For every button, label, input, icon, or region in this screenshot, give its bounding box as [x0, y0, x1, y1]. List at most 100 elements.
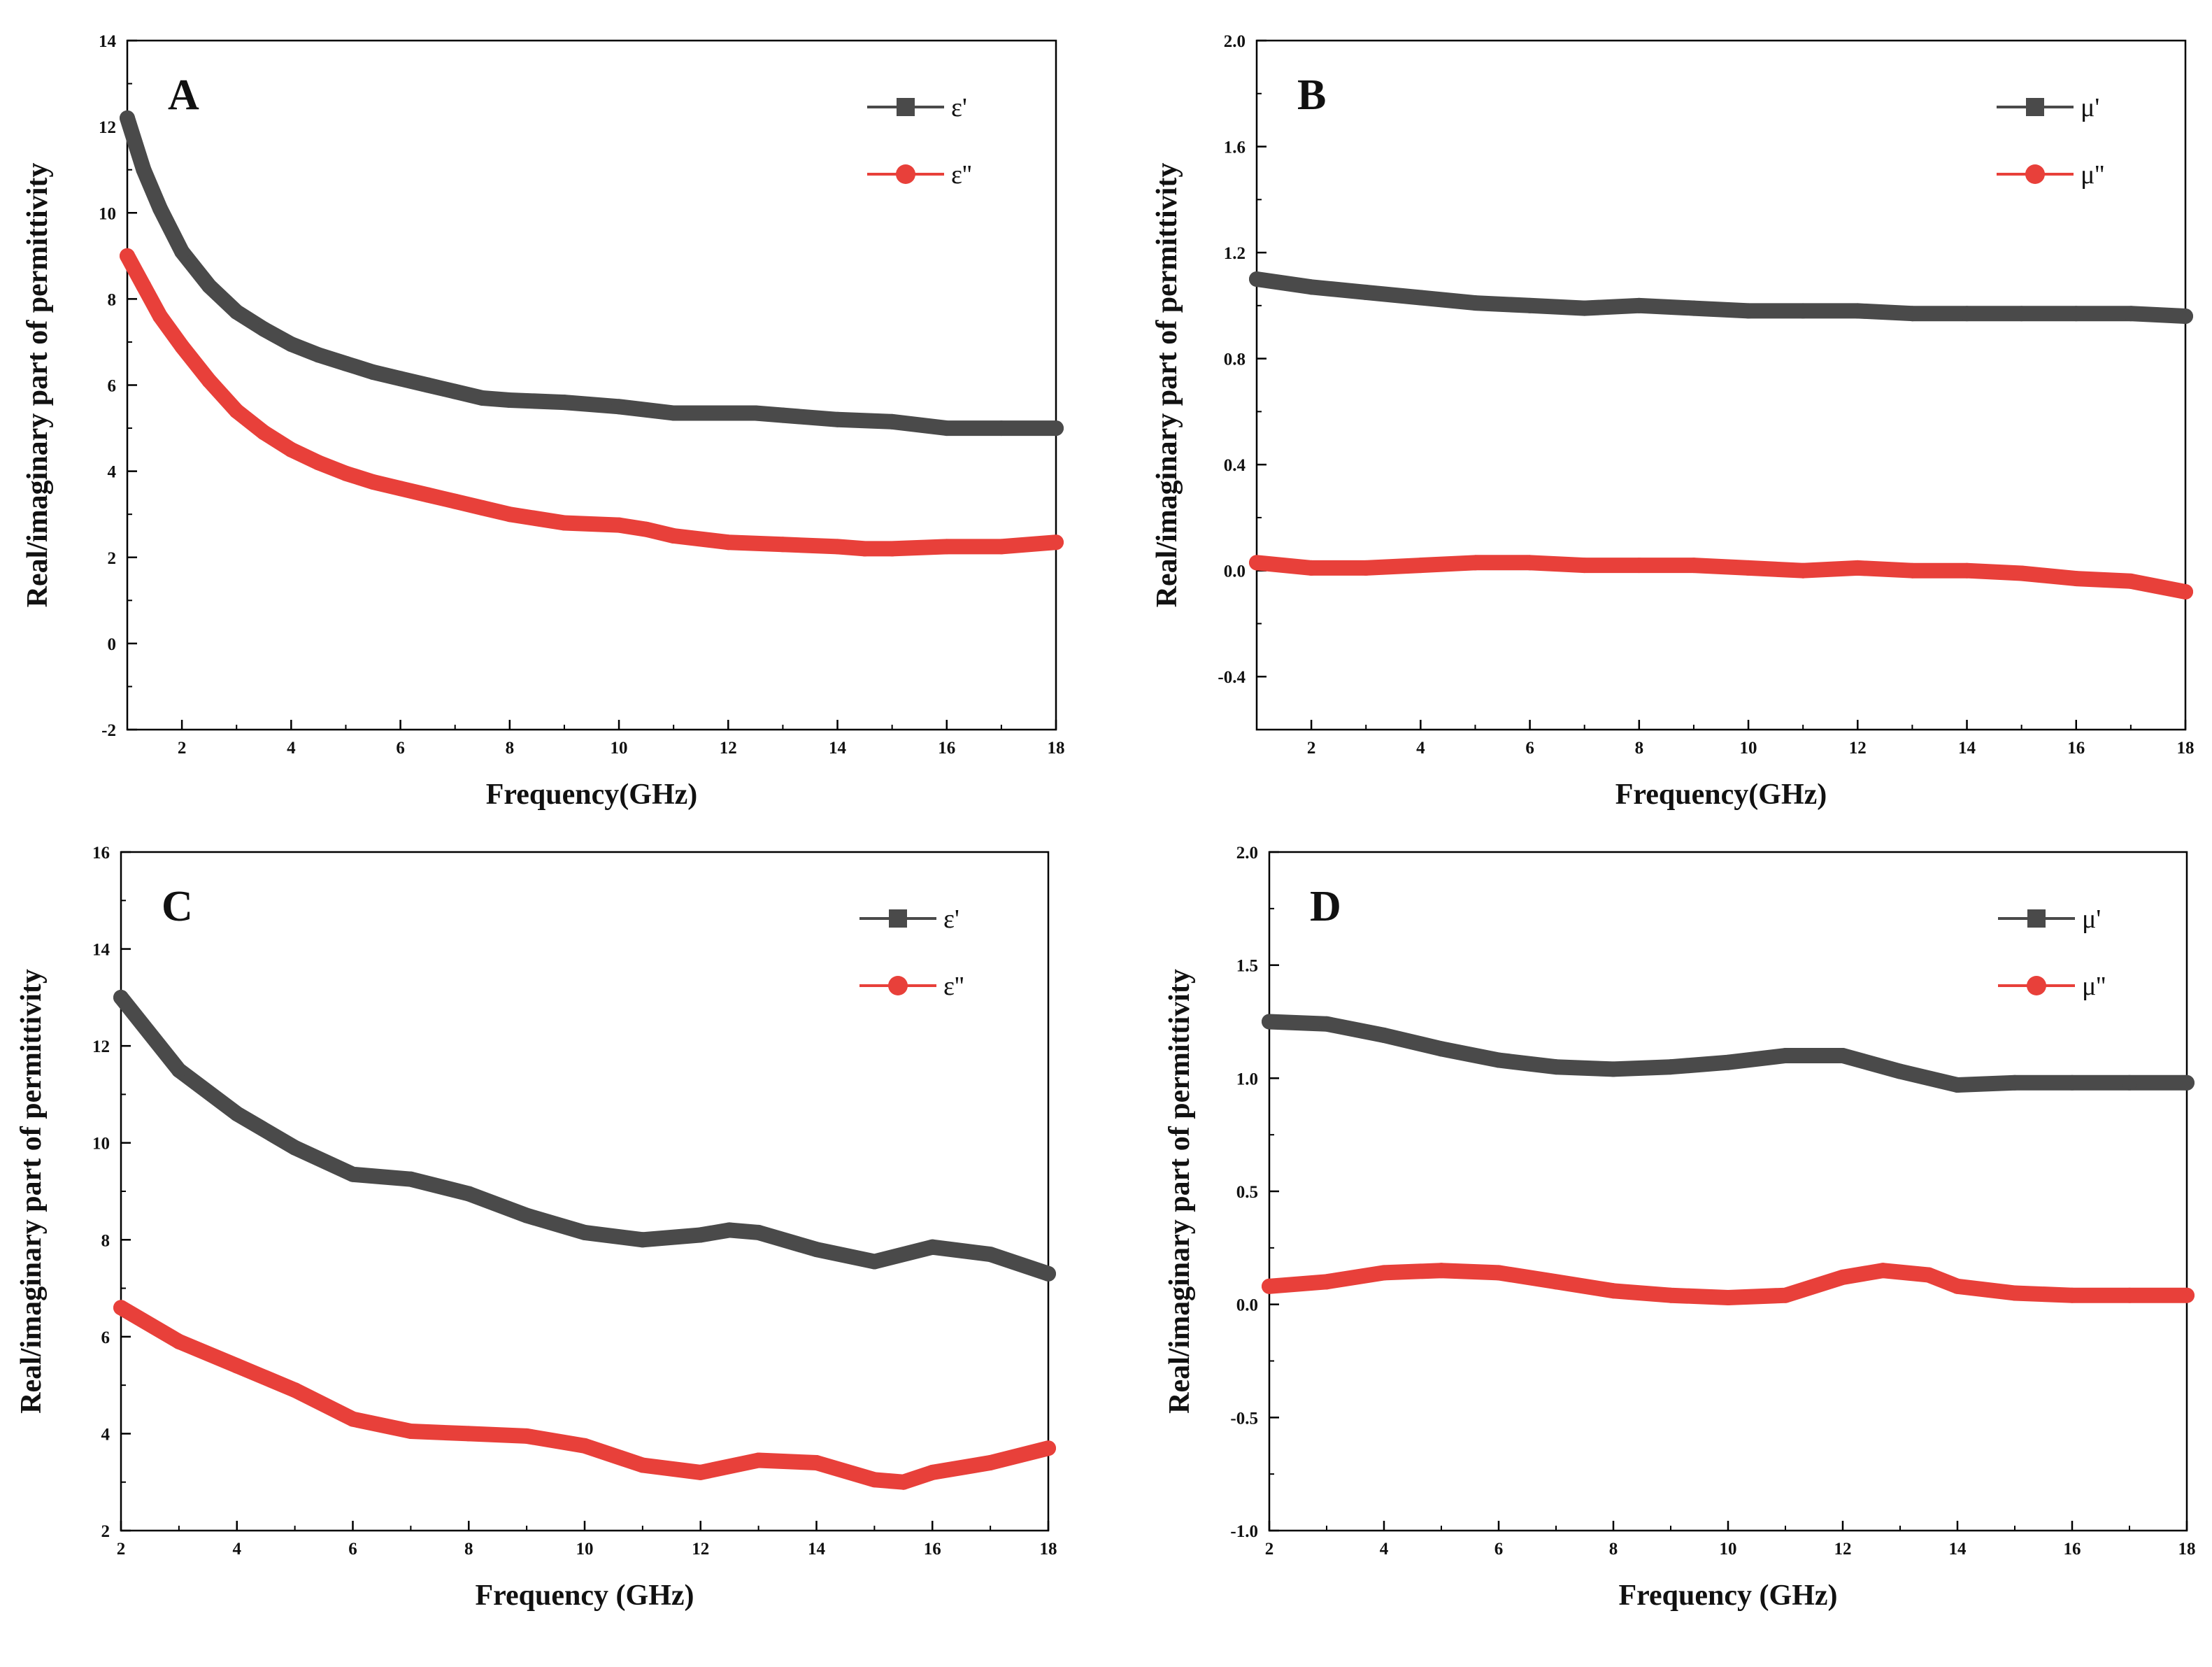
data-point — [577, 1438, 592, 1454]
x-tick-label: 4 — [1416, 739, 1425, 758]
data-point — [983, 1247, 999, 1263]
legend-label: μ'' — [2081, 160, 2104, 190]
data-point — [1576, 300, 1592, 316]
data-point — [1904, 306, 1920, 322]
data-point — [1950, 1278, 1965, 1294]
data-point — [1606, 1283, 1621, 1299]
x-tick-label: 14 — [1958, 739, 1976, 758]
y-tick-label: 8 — [108, 290, 117, 309]
data-point — [1304, 279, 1320, 295]
y-tick-label: 0.4 — [1224, 456, 1246, 475]
y-tick-label: -0.4 — [1218, 668, 1246, 687]
data-point — [171, 1062, 187, 1078]
data-point — [666, 527, 682, 544]
data-point — [1921, 1267, 1936, 1283]
data-point — [311, 455, 327, 471]
data-point — [1950, 1077, 1965, 1093]
data-point — [638, 521, 655, 537]
data-point — [1491, 1052, 1506, 1068]
data-point — [722, 1222, 738, 1238]
y-tick-label: 14 — [99, 32, 117, 51]
data-point — [1685, 300, 1701, 316]
x-axis-title: Frequency (GHz) — [1619, 1580, 1838, 1612]
x-tick-label: 18 — [2178, 1540, 2196, 1559]
data-point — [577, 1224, 592, 1240]
series-line-0 — [1249, 271, 2193, 324]
data-point — [1262, 1014, 1277, 1030]
data-point — [692, 1464, 708, 1480]
data-point — [1413, 290, 1429, 306]
data-point — [1795, 562, 1811, 579]
y-tick-label: 1.2 — [1224, 244, 1246, 263]
x-tick-label: 18 — [1040, 1540, 1057, 1559]
legend-label: μ' — [2081, 93, 2099, 122]
data-point — [201, 278, 217, 294]
data-point — [171, 1333, 187, 1349]
series-line-0 — [1262, 1014, 2195, 1093]
data-point — [174, 243, 190, 260]
panel-letter: B — [1297, 71, 1326, 119]
data-point — [2179, 1074, 2195, 1091]
x-tick-label: 16 — [938, 739, 955, 758]
data-point — [808, 1242, 825, 1258]
data-point — [2007, 1074, 2022, 1091]
data-point — [345, 1411, 361, 1427]
x-tick-label: 12 — [1849, 739, 1867, 758]
data-point — [2122, 1287, 2137, 1303]
x-tick-label: 2 — [1265, 1540, 1274, 1559]
data-point — [113, 1300, 129, 1316]
data-point — [152, 201, 168, 217]
data-point — [1631, 558, 1647, 574]
data-point — [2178, 308, 2193, 324]
data-point — [2068, 306, 2084, 322]
x-axis-title: Frequency(GHz) — [1615, 779, 1827, 811]
data-point — [634, 1232, 650, 1248]
x-tick-label: 14 — [829, 739, 847, 758]
panel-letter: A — [168, 71, 199, 119]
y-tick-label: 0.0 — [1236, 1296, 1258, 1315]
data-point — [1522, 555, 1538, 571]
data-point — [2064, 1074, 2080, 1091]
data-point — [993, 539, 1009, 555]
x-axis-title: Frequency(GHz) — [486, 779, 698, 811]
data-point — [983, 1455, 999, 1470]
data-point — [1663, 1059, 1678, 1075]
data-point — [1741, 560, 1757, 576]
data-point — [884, 541, 900, 557]
x-tick-label: 6 — [1525, 739, 1534, 758]
data-point — [1467, 295, 1483, 311]
legend-marker-square — [2027, 909, 2046, 928]
legend-marker-circle — [2027, 976, 2046, 995]
y-axis-title: Real/imaginary part of permittivity — [1151, 163, 1183, 608]
data-point — [1319, 1016, 1334, 1032]
data-point — [1795, 303, 1811, 319]
y-tick-label: -1.0 — [1230, 1522, 1258, 1541]
series-line-0 — [120, 110, 1064, 437]
data-point — [287, 1140, 303, 1156]
data-point — [720, 534, 736, 551]
data-point — [120, 248, 135, 264]
y-tick-label: 0 — [108, 635, 117, 654]
panel-a: 2 4 6 8 10 12 14 16 18 -2 0 2 4 6 8 10 12 14 Frequency(GHz… — [22, 32, 1065, 811]
data-point — [1434, 1263, 1449, 1279]
data-point — [1959, 306, 1975, 322]
y-axis-title: Real/imaginary part of permittivity — [1164, 969, 1196, 1414]
data-point — [556, 515, 572, 531]
data-point — [1576, 558, 1592, 574]
data-point — [501, 506, 518, 523]
y-tick-label: -0.5 — [1230, 1409, 1258, 1428]
x-tick-label: 8 — [464, 1540, 473, 1559]
data-point — [447, 493, 463, 509]
data-point — [1741, 303, 1757, 319]
data-point — [2013, 565, 2029, 581]
data-point — [866, 1254, 883, 1270]
data-point — [750, 1452, 766, 1468]
data-point — [420, 487, 436, 503]
data-point — [345, 1166, 361, 1182]
y-tick-label: 4 — [108, 463, 117, 482]
legend-marker-circle — [896, 164, 915, 184]
y-tick-label: 14 — [92, 941, 110, 960]
y-tick-label: 6 — [101, 1328, 110, 1347]
legend-marker-circle — [888, 976, 908, 995]
data-point — [136, 278, 152, 294]
